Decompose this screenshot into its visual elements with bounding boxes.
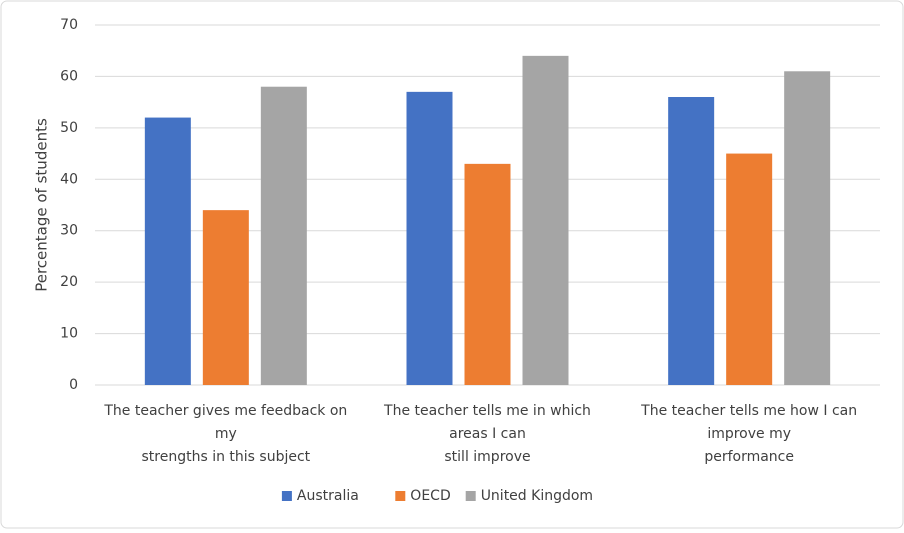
y-tick-label: 0 <box>69 377 78 393</box>
legend-marker <box>465 491 476 501</box>
bar <box>406 91 453 385</box>
y-tick-label: 30 <box>60 223 78 239</box>
legend-label: Australia <box>297 488 359 504</box>
x-tick-label: improve my <box>707 426 791 442</box>
x-tick-label: performance <box>704 449 794 465</box>
y-tick-label: 70 <box>60 17 78 33</box>
bar <box>784 71 831 386</box>
legend-marker <box>281 491 292 501</box>
x-tick-label: areas I can <box>449 426 526 442</box>
bar <box>522 55 569 385</box>
y-tick-label: 40 <box>60 171 78 187</box>
bar <box>202 210 249 385</box>
y-tick-label: 10 <box>60 326 78 342</box>
bar <box>260 86 307 385</box>
bar <box>144 117 191 386</box>
x-tick-label: The teacher tells me how I can <box>640 403 857 419</box>
bar <box>726 153 773 385</box>
bar <box>464 163 511 385</box>
legend-label: United Kingdom <box>481 488 593 504</box>
legend-marker <box>395 491 406 501</box>
y-tick-label: 50 <box>60 120 78 136</box>
x-tick-label: The teacher tells me in which <box>383 403 591 419</box>
y-axis-label: Percentage of students <box>33 118 51 292</box>
x-tick-label: still improve <box>444 449 530 465</box>
legend-label: OECD <box>410 488 450 504</box>
y-tick-label: 20 <box>60 274 78 290</box>
x-tick-label: strengths in this subject <box>141 449 310 465</box>
bar <box>668 97 715 385</box>
x-tick-label: The teacher gives me feedback on <box>103 403 347 419</box>
y-tick-label: 60 <box>60 68 78 84</box>
x-tick-label: my <box>215 426 237 442</box>
